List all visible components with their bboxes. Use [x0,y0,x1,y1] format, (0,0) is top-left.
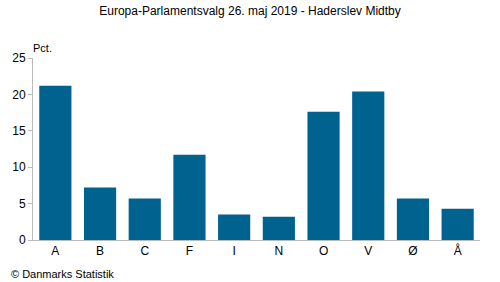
svg-text:F: F [186,244,193,258]
svg-text:0: 0 [19,233,26,247]
svg-text:N: N [275,244,284,258]
svg-text:Europa-Parlamentsvalg 26. maj: Europa-Parlamentsvalg 26. maj 2019 - Had… [99,4,400,18]
svg-text:B: B [96,244,104,258]
svg-text:15: 15 [12,124,26,138]
svg-text:25: 25 [12,51,26,65]
svg-text:O: O [319,244,328,258]
svg-text:Pct.: Pct. [33,42,52,54]
svg-text:V: V [364,244,372,258]
svg-text:Ø: Ø [408,244,417,258]
svg-text:10: 10 [12,160,26,174]
svg-text:Å: Å [454,243,462,258]
svg-text:© Danmarks Statistik: © Danmarks Statistik [11,268,114,280]
svg-text:5: 5 [19,197,26,211]
svg-text:I: I [232,244,235,258]
svg-text:A: A [51,244,59,258]
svg-text:C: C [140,244,149,258]
svg-text:20: 20 [12,88,26,102]
